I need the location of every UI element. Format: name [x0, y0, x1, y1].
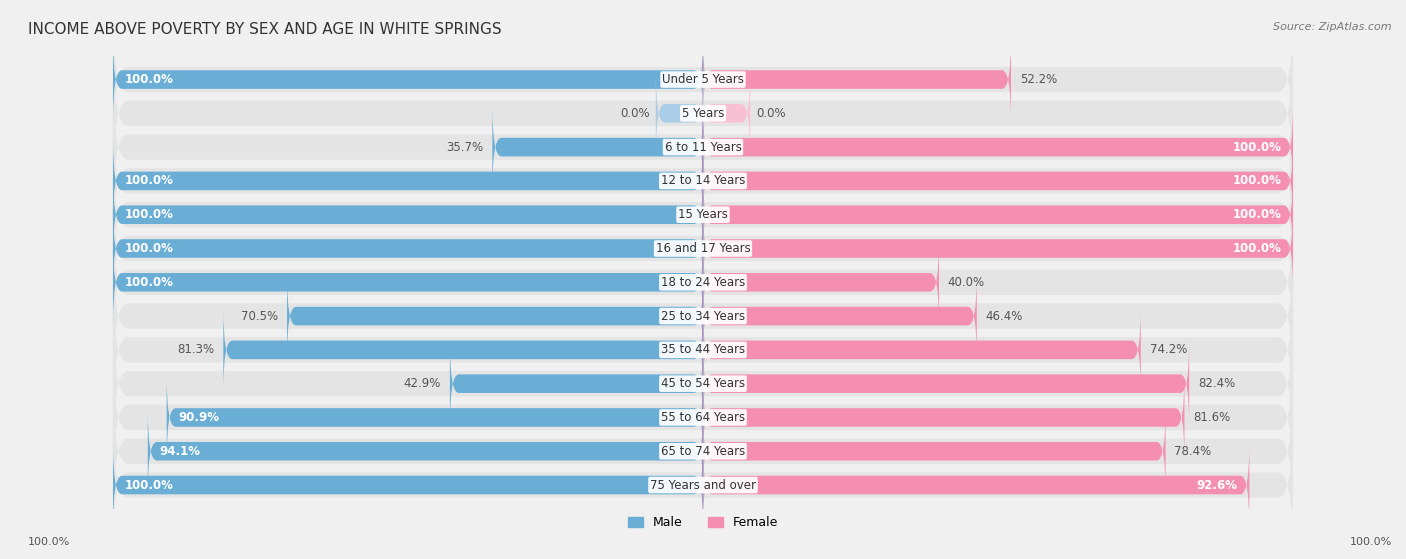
FancyBboxPatch shape [450, 342, 703, 425]
Text: 45 to 54 Years: 45 to 54 Years [661, 377, 745, 390]
Text: 15 Years: 15 Years [678, 208, 728, 221]
FancyBboxPatch shape [112, 241, 703, 324]
FancyBboxPatch shape [112, 207, 703, 290]
FancyBboxPatch shape [112, 413, 1294, 557]
FancyBboxPatch shape [112, 173, 703, 256]
Text: 100.0%: 100.0% [125, 479, 174, 491]
FancyBboxPatch shape [703, 106, 1294, 188]
FancyBboxPatch shape [112, 75, 1294, 219]
Text: 90.9%: 90.9% [179, 411, 219, 424]
FancyBboxPatch shape [112, 8, 1294, 151]
FancyBboxPatch shape [703, 274, 977, 357]
Text: Source: ZipAtlas.com: Source: ZipAtlas.com [1274, 22, 1392, 32]
FancyBboxPatch shape [112, 380, 1294, 523]
Text: 25 to 34 Years: 25 to 34 Years [661, 310, 745, 323]
Text: 16 and 17 Years: 16 and 17 Years [655, 242, 751, 255]
Text: 100.0%: 100.0% [1232, 242, 1281, 255]
FancyBboxPatch shape [224, 309, 703, 391]
FancyBboxPatch shape [703, 207, 1294, 290]
Text: Under 5 Years: Under 5 Years [662, 73, 744, 86]
Text: 75 Years and over: 75 Years and over [650, 479, 756, 491]
FancyBboxPatch shape [492, 106, 703, 188]
Text: 92.6%: 92.6% [1197, 479, 1237, 491]
Text: 12 to 14 Years: 12 to 14 Years [661, 174, 745, 187]
FancyBboxPatch shape [655, 72, 703, 155]
Text: 100.0%: 100.0% [1232, 208, 1281, 221]
FancyBboxPatch shape [112, 140, 703, 222]
Text: 100.0%: 100.0% [1350, 537, 1392, 547]
Text: 81.3%: 81.3% [177, 343, 215, 357]
Text: 78.4%: 78.4% [1174, 445, 1212, 458]
FancyBboxPatch shape [112, 109, 1294, 253]
FancyBboxPatch shape [112, 41, 1294, 185]
FancyBboxPatch shape [112, 211, 1294, 354]
FancyBboxPatch shape [112, 177, 1294, 320]
Text: 100.0%: 100.0% [125, 242, 174, 255]
FancyBboxPatch shape [112, 312, 1294, 456]
Text: 100.0%: 100.0% [1232, 141, 1281, 154]
Text: 65 to 74 Years: 65 to 74 Years [661, 445, 745, 458]
Text: 100.0%: 100.0% [125, 276, 174, 289]
Text: 42.9%: 42.9% [404, 377, 441, 390]
FancyBboxPatch shape [287, 274, 703, 357]
Text: 18 to 24 Years: 18 to 24 Years [661, 276, 745, 289]
FancyBboxPatch shape [703, 140, 1294, 222]
Text: 100.0%: 100.0% [125, 73, 174, 86]
Text: 81.6%: 81.6% [1194, 411, 1230, 424]
Text: 100.0%: 100.0% [1232, 174, 1281, 187]
FancyBboxPatch shape [703, 342, 1189, 425]
Text: 74.2%: 74.2% [1150, 343, 1187, 357]
FancyBboxPatch shape [112, 444, 703, 527]
Text: 6 to 11 Years: 6 to 11 Years [665, 141, 741, 154]
Text: 82.4%: 82.4% [1198, 377, 1236, 390]
FancyBboxPatch shape [703, 309, 1140, 391]
FancyBboxPatch shape [167, 376, 703, 459]
Text: 70.5%: 70.5% [240, 310, 278, 323]
Text: 35 to 44 Years: 35 to 44 Years [661, 343, 745, 357]
FancyBboxPatch shape [703, 72, 751, 155]
Text: 40.0%: 40.0% [948, 276, 986, 289]
Text: INCOME ABOVE POVERTY BY SEX AND AGE IN WHITE SPRINGS: INCOME ABOVE POVERTY BY SEX AND AGE IN W… [28, 22, 502, 37]
Text: 35.7%: 35.7% [446, 141, 484, 154]
Text: 100.0%: 100.0% [28, 537, 70, 547]
FancyBboxPatch shape [703, 241, 939, 324]
FancyBboxPatch shape [112, 143, 1294, 287]
Text: 100.0%: 100.0% [125, 208, 174, 221]
FancyBboxPatch shape [703, 173, 1294, 256]
Text: 100.0%: 100.0% [125, 174, 174, 187]
FancyBboxPatch shape [112, 345, 1294, 489]
Text: 94.1%: 94.1% [160, 445, 201, 458]
Text: 52.2%: 52.2% [1019, 73, 1057, 86]
FancyBboxPatch shape [112, 278, 1294, 421]
Text: 0.0%: 0.0% [756, 107, 786, 120]
Text: 5 Years: 5 Years [682, 107, 724, 120]
Text: 0.0%: 0.0% [620, 107, 650, 120]
FancyBboxPatch shape [148, 410, 703, 492]
FancyBboxPatch shape [703, 410, 1166, 492]
FancyBboxPatch shape [112, 244, 1294, 388]
Legend: Male, Female: Male, Female [623, 511, 783, 534]
FancyBboxPatch shape [703, 38, 1011, 121]
Text: 46.4%: 46.4% [986, 310, 1024, 323]
FancyBboxPatch shape [703, 444, 1250, 527]
FancyBboxPatch shape [703, 376, 1184, 459]
FancyBboxPatch shape [112, 38, 703, 121]
Text: 55 to 64 Years: 55 to 64 Years [661, 411, 745, 424]
